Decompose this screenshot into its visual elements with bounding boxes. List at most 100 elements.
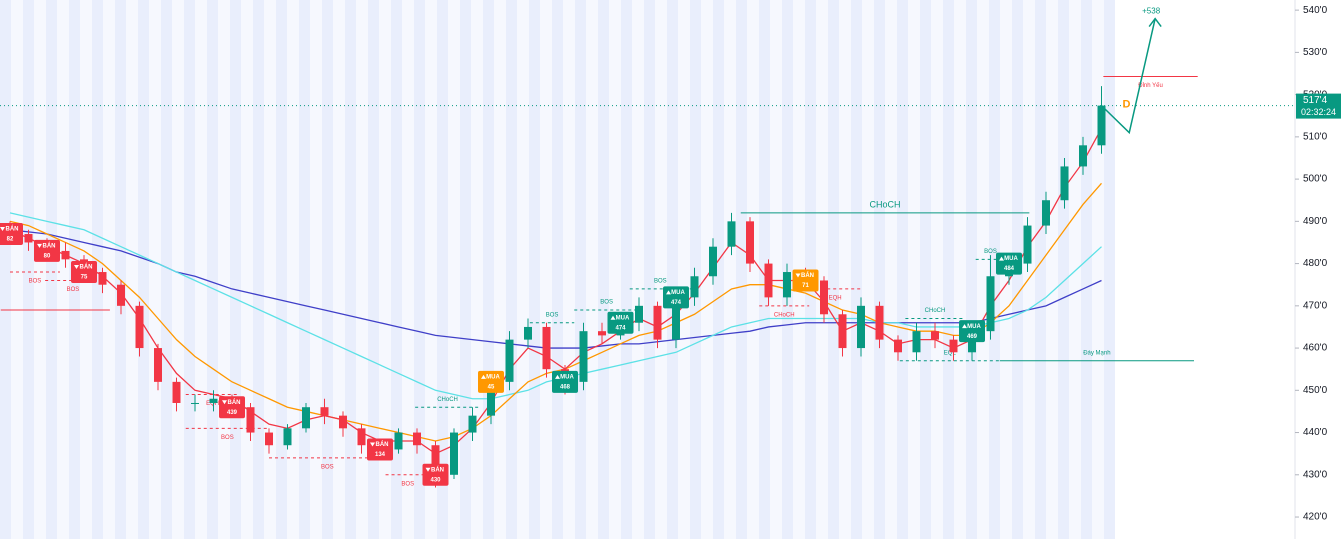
signal-box [0, 223, 23, 246]
candle-body [339, 415, 347, 429]
signal-arrow [555, 374, 560, 379]
signal-box [959, 320, 985, 343]
candle-body [986, 276, 995, 332]
candle-body [598, 331, 606, 336]
signal-box [478, 370, 504, 393]
candle-body [209, 398, 218, 403]
structure-label: CHoCH [774, 312, 795, 318]
candle-body [949, 339, 958, 353]
candle-body [61, 250, 70, 260]
candle-body [542, 326, 551, 370]
structure-label: BOS [29, 279, 42, 285]
candle-body [635, 305, 643, 323]
signal-arrow [370, 442, 375, 447]
projection-label: +538 [1142, 7, 1161, 16]
signal-text: MUA [967, 324, 981, 330]
y-tick-label: 480'0 [1303, 258, 1328, 269]
structure-label: CHoCH [870, 199, 901, 209]
candle-body [450, 432, 458, 475]
candle-body [672, 297, 680, 340]
structure-label: CHoCH [925, 308, 946, 314]
signal-arrow [0, 227, 5, 232]
candle-body [246, 407, 255, 433]
signal-arrow [37, 243, 42, 248]
y-tick-label: 420'0 [1303, 512, 1328, 523]
y-tick-label: 450'0 [1303, 385, 1328, 396]
candle-body [191, 402, 199, 404]
moving-average [9, 229, 1102, 349]
candle-body [172, 381, 181, 403]
y-tick-label: 510'0 [1303, 132, 1328, 143]
projection-path [1100, 18, 1156, 135]
signal-arrow [425, 467, 431, 472]
candle-body [857, 305, 865, 349]
signal-label: 474 [671, 300, 682, 306]
signal-text: BÁN [228, 399, 241, 406]
candle-body [135, 305, 144, 349]
candle-body [746, 221, 754, 264]
signal-arrow [481, 374, 486, 379]
signal-arrow [74, 265, 79, 270]
y-tick-label: 540'0 [1303, 5, 1328, 16]
signal-box [663, 286, 689, 309]
signal-text: MUA [1004, 256, 1018, 262]
y-tick-label: 500'0 [1303, 174, 1328, 185]
signal-box [607, 311, 634, 334]
candle-body [894, 339, 902, 353]
candle-body [431, 445, 440, 475]
signal-text: MUA [671, 290, 685, 296]
signal-label: 75 [81, 275, 88, 281]
structure-label: BOS [221, 435, 234, 441]
signal-label: 80 [44, 253, 51, 259]
signal-label: 134 [375, 452, 386, 458]
signal-box [996, 252, 1022, 275]
candle-body [468, 415, 477, 433]
candle-body [154, 348, 162, 382]
signal-text: BÁN [80, 264, 93, 271]
candle-body [838, 314, 847, 349]
candle-body [875, 305, 884, 340]
countdown-label: 02:32:24 [1301, 107, 1336, 117]
signal-arrow [999, 256, 1004, 261]
candle-body [783, 272, 791, 298]
candle-body [98, 272, 107, 285]
signal-label: 45 [488, 384, 495, 390]
y-tick-label: 440'0 [1303, 427, 1328, 438]
signal-text: BÁN [431, 466, 444, 473]
candle-body [505, 339, 514, 382]
candle-body [690, 276, 699, 298]
candle-body [487, 381, 495, 416]
signal-box [552, 370, 578, 393]
signal-label: 71 [802, 283, 809, 289]
candle-body [1079, 145, 1087, 167]
signal-arrow [795, 273, 801, 278]
candle-body [912, 331, 921, 353]
structure-label: BOS [321, 464, 334, 470]
candle-body [764, 263, 773, 298]
candle-body [117, 284, 125, 306]
candle-body [579, 331, 588, 382]
structure-label: EQH [829, 296, 842, 302]
structure-label: Đỉnh Yếu [1138, 82, 1163, 89]
candle-body [24, 234, 33, 243]
candle-body [524, 326, 532, 340]
structure-label: BOS [401, 481, 414, 487]
candle-body [283, 428, 292, 446]
signal-text: MUA [616, 315, 630, 321]
candle-body [1023, 225, 1032, 264]
signal-text: MUA [486, 374, 500, 380]
structure-label: BOS [654, 279, 667, 285]
signal-text: BÁN [376, 441, 389, 448]
signal-label: 484 [1004, 266, 1015, 272]
signal-arrow [610, 315, 616, 320]
signal-label: 439 [227, 410, 238, 416]
structure-label: CHoCH [437, 397, 458, 403]
candle-body [357, 428, 366, 446]
candle-body [265, 432, 273, 446]
candle-body [320, 407, 329, 416]
signal-text: BÁN [801, 272, 814, 279]
structure-label: BOS [67, 287, 80, 293]
price-box [1296, 93, 1341, 119]
signal-arrow [962, 324, 967, 329]
y-tick-label: 460'0 [1303, 343, 1328, 354]
